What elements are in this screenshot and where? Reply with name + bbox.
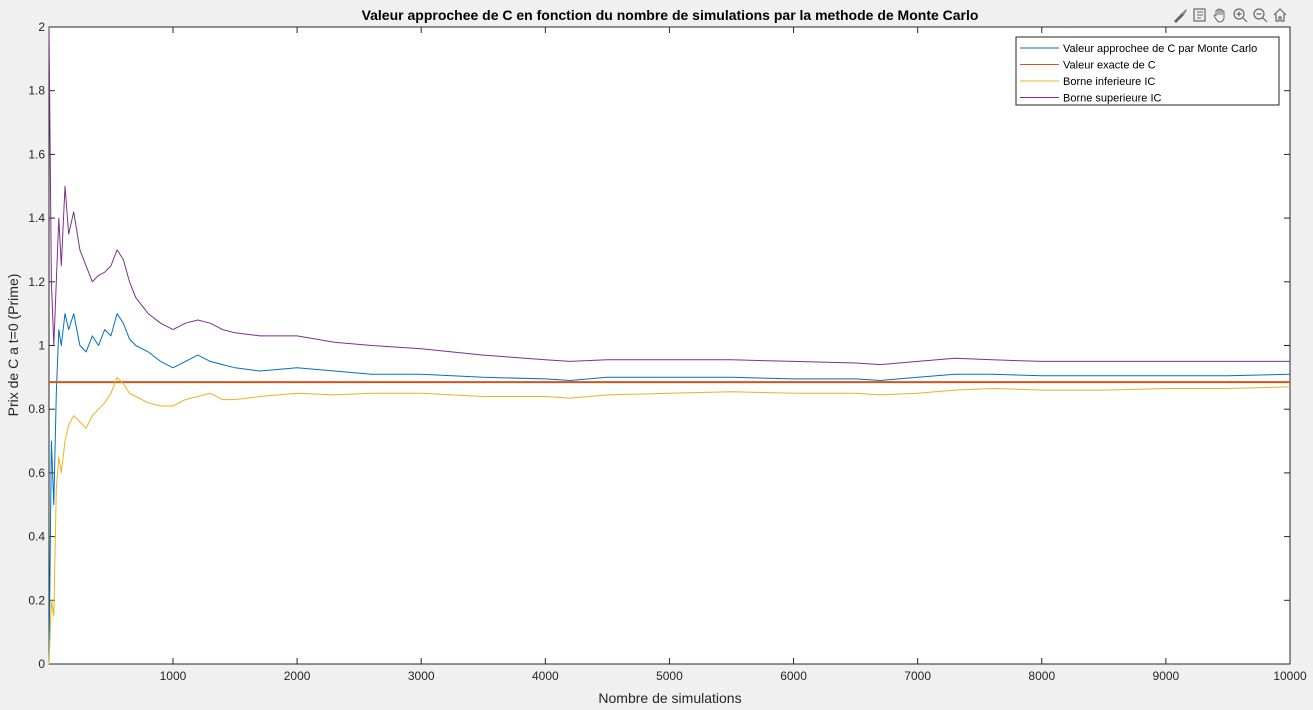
y-tick-label: 1.6 — [28, 147, 45, 161]
y-tick-label: 2 — [38, 20, 45, 34]
x-tick-label: 3000 — [408, 669, 435, 683]
y-tick-label: 1.8 — [28, 84, 45, 98]
y-tick-label: 1 — [38, 339, 45, 353]
y-tick-label: 1.2 — [28, 275, 45, 289]
brush-icon — [1174, 9, 1187, 23]
y-axis-label: Prix de C a t=0 (Prime) — [5, 274, 21, 417]
y-tick-label: 0.4 — [28, 530, 45, 544]
pan-hand-icon — [1213, 8, 1225, 23]
home-button[interactable] — [1271, 6, 1289, 24]
x-tick-label: 6000 — [780, 669, 807, 683]
x-tick-label: 8000 — [1028, 669, 1055, 683]
series-line-3 — [48, 376, 1291, 665]
x-tick-label: 10000 — [1273, 669, 1307, 683]
pan-button[interactable] — [1211, 6, 1229, 24]
home-icon — [1273, 8, 1287, 22]
x-tick-label: 2000 — [284, 669, 311, 683]
legend-entry: Valeur exacte de C — [1063, 60, 1156, 72]
y-tick-label: 1.4 — [28, 211, 45, 225]
series-line-4 — [48, 26, 1290, 366]
y-tick-label: 0.8 — [28, 402, 45, 416]
y-tick-label: 0.6 — [28, 466, 45, 480]
axes-toolbar — [1171, 5, 1289, 25]
legend[interactable]: Valeur approchee de C par Monte Carlo Val… — [1015, 36, 1280, 106]
zoom-out-icon — [1253, 8, 1268, 23]
brush-button[interactable] — [1171, 6, 1189, 24]
zoom-out-button[interactable] — [1251, 6, 1269, 24]
x-axis-label: Nombre de simulations — [598, 690, 741, 706]
zoom-in-icon — [1233, 8, 1248, 23]
x-tick-label: 7000 — [904, 669, 931, 683]
datatips-button[interactable] — [1191, 6, 1209, 24]
legend-entry: Borne inferieure IC — [1063, 76, 1155, 88]
zoom-in-button[interactable] — [1231, 6, 1249, 24]
x-axis: 1000 2000 3000 4000 5000 6000 7000 8000 9000 1000… — [160, 27, 1307, 683]
series-lines — [48, 26, 1291, 665]
legend-entry: Valeur approchee de C par Monte Carlo — [1063, 43, 1257, 55]
x-tick-label: 5000 — [656, 669, 683, 683]
legend-box — [1015, 36, 1280, 106]
legend-entry: Borne superieure IC — [1063, 93, 1161, 105]
y-tick-label: 0 — [38, 657, 45, 671]
series-line-1 — [48, 313, 1291, 665]
x-tick-label: 1000 — [160, 669, 187, 683]
y-axis: 0 0.2 0.4 0.6 0.8 1 1.2 1.4 1.6 1.8 2 — [28, 20, 1290, 671]
plot-area — [48, 26, 1291, 665]
datatips-icon — [1193, 8, 1206, 22]
x-tick-label: 9000 — [1153, 669, 1180, 683]
x-tick-label: 4000 — [532, 669, 559, 683]
y-tick-label: 0.2 — [28, 593, 45, 607]
chart-title: Valeur approchee de C en fonction du nom… — [362, 7, 979, 23]
